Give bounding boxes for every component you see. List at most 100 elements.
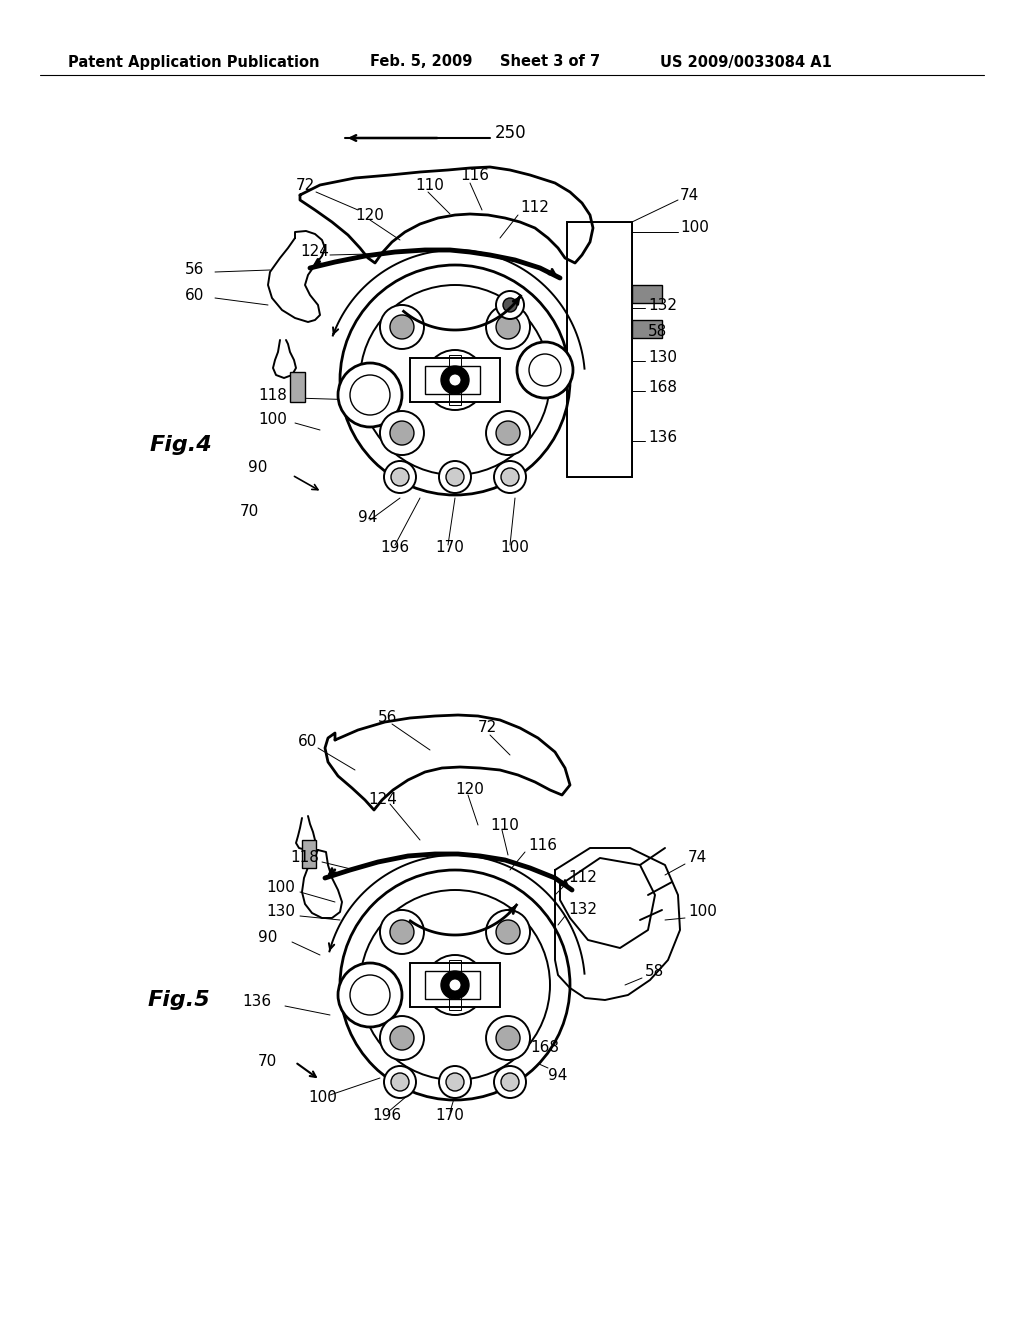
Text: 136: 136: [648, 430, 677, 446]
Text: 120: 120: [355, 207, 384, 223]
Text: 100: 100: [680, 220, 709, 235]
Text: 100: 100: [500, 540, 528, 556]
Text: 58: 58: [648, 325, 668, 339]
Circle shape: [380, 411, 424, 455]
Circle shape: [380, 1016, 424, 1060]
Text: 132: 132: [568, 903, 597, 917]
Text: Fig.5: Fig.5: [148, 990, 211, 1010]
Circle shape: [391, 1073, 409, 1092]
Circle shape: [446, 469, 464, 486]
Text: 250: 250: [495, 124, 526, 143]
Text: 118: 118: [290, 850, 318, 866]
Text: Patent Application Publication: Patent Application Publication: [68, 54, 319, 70]
Circle shape: [446, 1073, 464, 1092]
Text: 136: 136: [242, 994, 271, 1010]
Circle shape: [503, 298, 517, 312]
Text: 196: 196: [380, 540, 410, 556]
Text: 70: 70: [258, 1055, 278, 1069]
Circle shape: [496, 315, 520, 339]
Circle shape: [439, 461, 471, 492]
Text: 132: 132: [648, 297, 677, 313]
Circle shape: [340, 870, 570, 1100]
Bar: [632, 285, 662, 304]
Circle shape: [486, 305, 530, 348]
Circle shape: [390, 920, 414, 944]
Text: 116: 116: [460, 168, 489, 182]
Text: Fig.4: Fig.4: [150, 436, 213, 455]
Circle shape: [441, 972, 469, 999]
Text: 112: 112: [520, 201, 549, 215]
Text: 170: 170: [435, 540, 464, 556]
Circle shape: [380, 305, 424, 348]
Text: 94: 94: [548, 1068, 567, 1082]
Text: 70: 70: [240, 504, 259, 520]
Circle shape: [496, 421, 520, 445]
Circle shape: [517, 342, 573, 399]
Circle shape: [425, 954, 485, 1015]
Text: 110: 110: [415, 177, 443, 193]
Bar: [425, 972, 480, 999]
Text: 74: 74: [680, 187, 699, 202]
Text: US 2009/0033084 A1: US 2009/0033084 A1: [660, 54, 831, 70]
Circle shape: [380, 909, 424, 954]
Circle shape: [501, 1073, 519, 1092]
Circle shape: [494, 461, 526, 492]
Circle shape: [494, 1067, 526, 1098]
Circle shape: [486, 411, 530, 455]
Text: Feb. 5, 2009: Feb. 5, 2009: [370, 54, 472, 70]
Circle shape: [391, 469, 409, 486]
Circle shape: [384, 461, 416, 492]
Text: 168: 168: [530, 1040, 559, 1056]
Text: 58: 58: [645, 965, 665, 979]
Bar: [449, 960, 461, 1010]
Text: 56: 56: [378, 710, 397, 726]
Bar: [567, 222, 632, 477]
Bar: [449, 355, 461, 405]
Text: Sheet 3 of 7: Sheet 3 of 7: [500, 54, 600, 70]
Text: 72: 72: [478, 721, 498, 735]
Text: 124: 124: [368, 792, 397, 808]
Circle shape: [486, 1016, 530, 1060]
Circle shape: [441, 366, 469, 393]
Circle shape: [449, 374, 461, 385]
Bar: [290, 372, 305, 403]
Text: 168: 168: [648, 380, 677, 396]
Circle shape: [496, 290, 524, 319]
Text: 116: 116: [528, 837, 557, 853]
Text: 130: 130: [266, 904, 295, 920]
Text: 100: 100: [266, 880, 295, 895]
Text: 196: 196: [372, 1107, 401, 1122]
Circle shape: [390, 1026, 414, 1049]
Text: 72: 72: [296, 177, 315, 193]
Text: 110: 110: [490, 817, 519, 833]
Bar: [410, 358, 500, 403]
Text: 112: 112: [568, 870, 597, 886]
Text: 100: 100: [308, 1090, 337, 1106]
Bar: [567, 222, 632, 477]
Circle shape: [425, 350, 485, 411]
Text: 90: 90: [248, 461, 267, 475]
Text: 90: 90: [258, 931, 278, 945]
Circle shape: [486, 909, 530, 954]
Text: 94: 94: [358, 511, 378, 525]
Text: 170: 170: [435, 1107, 464, 1122]
Circle shape: [496, 920, 520, 944]
Circle shape: [501, 469, 519, 486]
Bar: [425, 366, 480, 393]
Bar: [410, 964, 500, 1007]
Bar: [302, 840, 316, 869]
Circle shape: [338, 363, 402, 426]
Circle shape: [496, 1026, 520, 1049]
Circle shape: [338, 964, 402, 1027]
Bar: [632, 319, 662, 338]
Text: 124: 124: [300, 244, 329, 260]
Text: 60: 60: [298, 734, 317, 750]
Text: 74: 74: [688, 850, 708, 866]
Circle shape: [390, 421, 414, 445]
Text: 100: 100: [258, 412, 287, 428]
Text: 130: 130: [648, 351, 677, 366]
Text: 60: 60: [185, 288, 205, 302]
Text: 118: 118: [258, 388, 287, 403]
Text: 120: 120: [455, 783, 484, 797]
Circle shape: [439, 1067, 471, 1098]
